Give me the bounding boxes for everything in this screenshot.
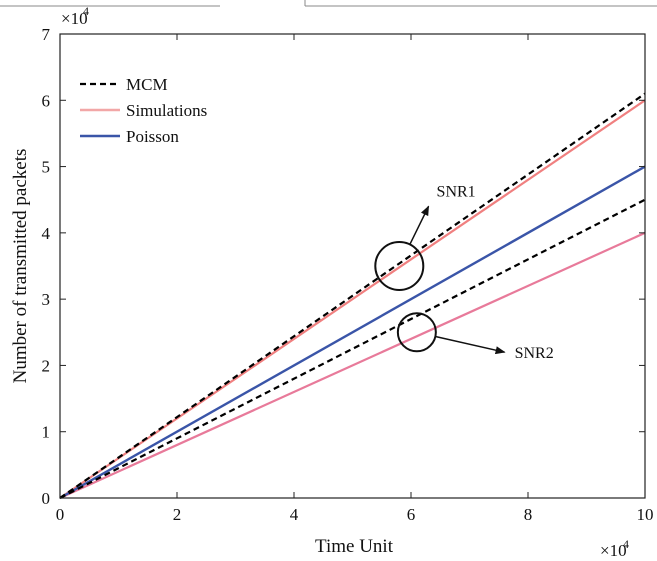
annotation-label-snr1: SNR1	[437, 183, 476, 200]
y-multiplier-exponent: 4	[83, 4, 89, 18]
plot-layer	[59, 92, 646, 500]
x-tick-label: 10	[637, 505, 654, 524]
annotation-arrow-snr2	[435, 335, 506, 355]
axes-layer: 0 2 4 6 8 10 0 1 2 3 4 5 6 7	[42, 25, 654, 524]
legend-label-poisson: Poisson	[126, 127, 179, 146]
x-multiplier: ×10 4	[600, 537, 629, 560]
x-tick-label: 6	[407, 505, 416, 524]
y-tick-label: 1	[42, 423, 51, 442]
series-mcm-snr1	[59, 92, 646, 499]
plot-frame	[59, 33, 646, 499]
y-axis-title: Number of transmitted packets	[10, 149, 31, 384]
legend-label-mcm: MCM	[126, 75, 168, 94]
x-axis-title: Time Unit	[315, 536, 394, 556]
x-multiplier-exponent: 4	[623, 537, 629, 551]
x-tick-label: 0	[56, 505, 65, 524]
legend: MCM Simulations Poisson	[80, 75, 207, 146]
annotation-circle-snr1	[374, 241, 425, 291]
series-simulations-snr1	[59, 99, 646, 499]
x-multiplier-base: ×10	[600, 541, 627, 556]
x-tick-label: 8	[524, 505, 533, 524]
y-multiplier-base: ×10	[61, 9, 88, 28]
y-tick-label: 5	[42, 158, 51, 177]
y-multiplier: ×10 4	[61, 4, 89, 28]
legend-label-simulations: Simulations	[126, 101, 207, 120]
y-tick-label: 4	[42, 224, 51, 243]
y-tick-label: 2	[42, 356, 51, 375]
x-tick-label: 2	[173, 505, 182, 524]
y-tick-label: 7	[42, 25, 51, 44]
y-tick-label: 0	[42, 489, 51, 508]
annotation-arrow-snr1	[409, 205, 430, 245]
series-simulations-snr2	[59, 231, 646, 500]
y-tick-label: 6	[42, 91, 51, 110]
x-tick-label: 4	[290, 505, 299, 524]
annotation-circle-snr2	[396, 312, 437, 353]
annotation-label-snr2: SNR2	[515, 345, 554, 362]
series-mcm-snr2	[59, 198, 646, 499]
series-poisson	[59, 165, 646, 500]
y-tick-label: 3	[42, 290, 51, 309]
annotation-layer: SNR1 SNR2	[374, 183, 554, 362]
